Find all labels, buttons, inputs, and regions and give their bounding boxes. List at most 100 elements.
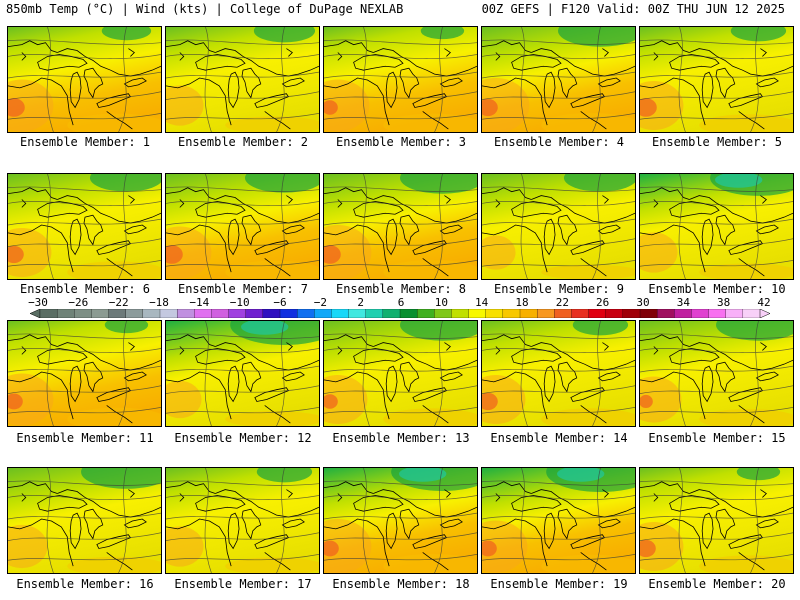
chart-title: 850mb Temp (°C) | Wind (kts) | College o… xyxy=(6,2,404,16)
colorbar-swatch xyxy=(639,309,658,318)
ensemble-member-map xyxy=(165,467,320,574)
ensemble-member-label: Ensemble Member: 10 xyxy=(648,282,786,296)
colorbar-swatch xyxy=(211,309,230,318)
colorbar-swatch xyxy=(416,309,435,318)
ensemble-member-map xyxy=(165,173,320,280)
ensemble-member-map xyxy=(323,320,478,427)
ensemble-member-map xyxy=(481,26,636,133)
colorbar-swatch xyxy=(108,309,127,318)
colorbar-tick-label: 42 xyxy=(757,296,771,309)
colorbar-swatch xyxy=(228,309,247,318)
ensemble-member-label: Ensemble Member: 7 xyxy=(177,282,309,296)
ensemble-member-label: Ensemble Member: 5 xyxy=(651,135,783,149)
colorbar-swatch xyxy=(622,309,641,318)
colorbar-tick-label: 34 xyxy=(676,296,690,309)
ensemble-member-label: Ensemble Member: 6 xyxy=(19,282,151,296)
colorbar-swatch xyxy=(451,309,470,318)
ensemble-member-map xyxy=(639,320,794,427)
colorbar-tick-label: −2 xyxy=(313,296,327,309)
ensemble-member-map xyxy=(323,173,478,280)
colorbar-swatch xyxy=(434,309,452,318)
colorbar-swatch xyxy=(656,309,675,318)
ensemble-member-label: Ensemble Member: 15 xyxy=(648,431,786,445)
colorbar-max-arrow xyxy=(759,309,770,318)
colorbar-swatch xyxy=(382,309,401,318)
colorbar-swatch xyxy=(605,309,624,318)
ensemble-member-map xyxy=(7,26,162,133)
colorbar-swatch xyxy=(296,309,315,318)
colorbar-labels: −30 −26 −22 −18 −14 −10 −6 −2 2 6 10 14 18 22 26 30 34 38… xyxy=(0,296,800,309)
colorbar-tick-label: 22 xyxy=(555,296,569,309)
ensemble-member-map xyxy=(639,467,794,574)
colorbar-tick-label: −22 xyxy=(108,296,129,309)
colorbar-swatch xyxy=(194,309,212,318)
ensemble-member-label: Ensemble Member: 3 xyxy=(335,135,467,149)
ensemble-member-map xyxy=(481,467,636,574)
colorbar-min-arrow xyxy=(30,309,41,318)
colorbar-swatch xyxy=(348,309,367,318)
ensemble-member-label: Ensemble Member: 16 xyxy=(16,577,154,591)
colorbar-tick-label: −18 xyxy=(149,296,169,309)
ensemble-member-label: Ensemble Member: 4 xyxy=(493,135,625,149)
ensemble-member-map xyxy=(7,320,162,427)
colorbar-swatch xyxy=(588,309,607,318)
colorbar-tick-label: 30 xyxy=(636,296,650,309)
colorbar-swatch xyxy=(176,309,195,318)
colorbar-swatch xyxy=(365,309,384,318)
colorbar-swatch xyxy=(314,309,332,318)
colorbar-swatch xyxy=(742,309,761,318)
colorbar-swatch xyxy=(262,309,281,318)
colorbar-swatch xyxy=(708,309,727,318)
ensemble-member-label: Ensemble Member: 8 xyxy=(335,282,467,296)
ensemble-member-label: Ensemble Member: 12 xyxy=(174,431,312,445)
ensemble-member-map xyxy=(639,173,794,280)
colorbar-swatch xyxy=(691,309,710,318)
colorbar-swatch xyxy=(519,309,538,318)
colorbar-swatch xyxy=(39,309,58,318)
ensemble-member-map xyxy=(7,467,162,574)
colorbar-swatch xyxy=(74,309,92,318)
ensemble-member-map xyxy=(323,467,478,574)
colorbar-tick-label: 18 xyxy=(515,296,529,309)
ensemble-member-map xyxy=(165,320,320,427)
colorbar-tick-label: −6 xyxy=(273,296,287,309)
ensemble-member-map xyxy=(7,173,162,280)
ensemble-member-label: Ensemble Member: 2 xyxy=(177,135,309,149)
ensemble-member-label: Ensemble Member: 11 xyxy=(16,431,154,445)
colorbar-swatch xyxy=(56,309,75,318)
colorbar-swatch xyxy=(725,309,744,318)
ensemble-member-map xyxy=(323,26,478,133)
colorbar-swatch xyxy=(279,309,298,318)
colorbar-tick-label: 2 xyxy=(357,296,364,309)
colorbar-tick-label: −26 xyxy=(68,296,89,309)
ensemble-member-label: Ensemble Member: 18 xyxy=(332,577,470,591)
colorbar-swatch xyxy=(399,309,418,318)
colorbar-swatch xyxy=(502,309,521,318)
colorbar-swatch xyxy=(674,309,692,318)
ensemble-member-label: Ensemble Member: 1 xyxy=(19,135,151,149)
ensemble-member-label: Ensemble Member: 19 xyxy=(490,577,628,591)
colorbar-tick-label: 38 xyxy=(717,296,731,309)
colorbar-tick-label: −10 xyxy=(229,296,250,309)
colorbar-swatch xyxy=(142,309,161,318)
colorbar-tick-label: 14 xyxy=(475,296,489,309)
colorbar-tick-label: 10 xyxy=(434,296,448,309)
colorbar-swatch xyxy=(245,309,264,318)
ensemble-member-label: Ensemble Member: 20 xyxy=(648,577,786,591)
colorbar-swatch xyxy=(536,309,555,318)
colorbar-swatch xyxy=(485,309,504,318)
colorbar-swatch xyxy=(554,309,572,318)
ensemble-member-map xyxy=(639,26,794,133)
ensemble-member-label: Ensemble Member: 9 xyxy=(493,282,625,296)
valid-time-label: 00Z GEFS | F120 Valid: 00Z THU JUN 12 20… xyxy=(481,2,785,16)
colorbar-swatch xyxy=(125,309,144,318)
colorbar-tick-label: −14 xyxy=(189,296,210,309)
colorbar-swatch xyxy=(331,309,350,318)
temperature-colorbar xyxy=(30,309,770,318)
colorbar-swatch xyxy=(571,309,590,318)
colorbar-tick-label: −30 xyxy=(28,296,48,309)
colorbar-tick-label: 26 xyxy=(596,296,610,309)
ensemble-member-label: Ensemble Member: 17 xyxy=(174,577,312,591)
ensemble-member-label: Ensemble Member: 13 xyxy=(332,431,470,445)
colorbar-tick-label: 6 xyxy=(397,296,405,309)
